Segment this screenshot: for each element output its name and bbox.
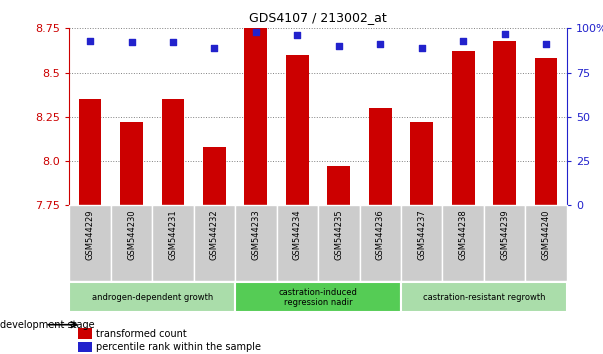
Point [168,40,178,45]
Point [417,45,426,51]
Bar [162,99,185,205]
FancyBboxPatch shape [359,205,401,281]
FancyBboxPatch shape [69,205,111,281]
Bar [78,329,92,338]
Point [376,41,385,47]
FancyBboxPatch shape [525,205,567,281]
FancyBboxPatch shape [235,282,401,312]
Bar [369,108,392,205]
Point [458,38,468,44]
FancyBboxPatch shape [318,205,359,281]
Bar [535,58,558,205]
FancyBboxPatch shape [443,205,484,281]
Point [251,29,260,35]
Point [210,45,219,51]
Text: development stage: development stage [0,320,95,330]
Bar [120,122,143,205]
Bar [78,342,92,352]
Text: GSM544239: GSM544239 [500,209,509,260]
Text: GSM544230: GSM544230 [127,209,136,260]
Bar [327,166,350,205]
Text: GSM544238: GSM544238 [459,209,468,260]
Text: GSM544237: GSM544237 [417,209,426,260]
FancyBboxPatch shape [235,205,277,281]
Point [292,33,302,38]
Bar [286,55,309,205]
FancyBboxPatch shape [277,205,318,281]
FancyBboxPatch shape [69,282,235,312]
Bar [78,99,101,205]
Point [541,41,551,47]
Bar [452,51,475,205]
Text: percentile rank within the sample: percentile rank within the sample [96,342,262,352]
FancyBboxPatch shape [152,205,194,281]
FancyBboxPatch shape [401,282,567,312]
Bar [493,41,516,205]
FancyBboxPatch shape [194,205,235,281]
Title: GDS4107 / 213002_at: GDS4107 / 213002_at [249,11,387,24]
Text: androgen-dependent growth: androgen-dependent growth [92,293,213,302]
Bar [244,28,267,205]
Point [334,43,344,49]
FancyBboxPatch shape [484,205,525,281]
Text: GSM544232: GSM544232 [210,209,219,260]
Point [127,40,136,45]
Text: castration-resistant regrowth: castration-resistant regrowth [423,293,545,302]
Point [500,31,510,36]
Text: GSM544235: GSM544235 [334,209,343,260]
Text: GSM544233: GSM544233 [251,209,260,260]
Text: GSM544231: GSM544231 [168,209,177,260]
Text: GSM544236: GSM544236 [376,209,385,260]
Text: transformed count: transformed count [96,329,187,339]
Bar [203,147,226,205]
Point [85,38,95,44]
Bar [410,122,433,205]
Text: GSM544234: GSM544234 [293,209,302,260]
Text: GSM544240: GSM544240 [541,209,551,259]
Text: GSM544229: GSM544229 [86,209,95,259]
FancyBboxPatch shape [111,205,152,281]
FancyBboxPatch shape [401,205,443,281]
Text: castration-induced
regression nadir: castration-induced regression nadir [279,288,358,307]
